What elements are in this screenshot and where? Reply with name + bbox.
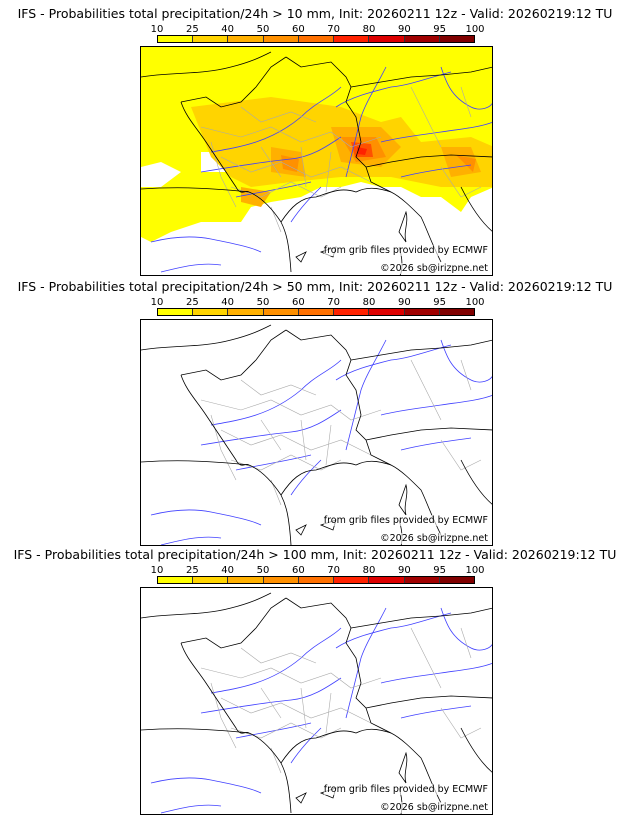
legend-swatch [193,309,229,315]
legend-swatch [404,309,440,315]
legend-swatch [439,309,474,315]
legend-tick-label: 95 [433,297,447,308]
legend-tick-label: 70 [327,297,341,308]
legend-swatch [298,577,335,583]
legend-swatch [263,309,299,315]
legend-swatch [158,309,194,315]
legend-swatch [263,577,299,583]
source-credit: from grib files provided by ECMWF [323,245,488,256]
legend-swatch [298,36,335,42]
legend-swatch [228,309,264,315]
source-credit: from grib files provided by ECMWF [323,784,488,795]
probability-map: from grib files provided by ECMWF ©2026 … [140,587,493,815]
legend-tick-label: 40 [221,297,235,308]
legend-swatch [439,36,474,42]
map-title: IFS - Probabilities total precipitation/… [13,547,617,562]
legend-tick-label: 60 [291,24,305,35]
legend-tick-label: 25 [185,24,199,35]
map-graphic [141,592,492,814]
legend-swatch [263,36,299,42]
legend-swatch [193,577,229,583]
legend-tick-label: 70 [327,565,341,576]
legend-swatch [404,36,440,42]
legend-swatch [334,309,370,315]
legend-swatch [158,36,194,42]
map-panel-50mm: IFS - Probabilities total precipitation/… [0,279,630,547]
legend-swatch [193,36,229,42]
map-graphic [141,324,492,545]
legend-tick-label: 60 [291,565,305,576]
legend-tick-label: 80 [362,297,376,308]
color-legend: 10 25 40 50 60 70 80 90 95 100 [151,565,485,585]
legend-swatch [228,577,264,583]
legend-swatch [369,577,405,583]
copyright-credit: ©2026 sb@irizpne.net [380,263,488,274]
legend-swatch [228,36,264,42]
legend-tick-label: 95 [433,565,447,576]
legend-tick-label: 100 [465,24,485,35]
probability-map: from grib files provided by ECMWF ©2026 … [140,46,493,276]
legend-tick-label: 80 [362,565,376,576]
legend-tick-label: 90 [397,24,411,35]
legend-swatch [334,577,370,583]
legend-color-bar [157,576,475,584]
legend-tick-label: 90 [397,565,411,576]
legend-tick-label: 40 [221,565,235,576]
legend-swatch [298,309,335,315]
legend-tick-label: 100 [465,565,485,576]
copyright-credit: ©2026 sb@irizpne.net [380,802,488,813]
map-graphic [141,47,492,275]
legend-tick-label: 10 [150,297,164,308]
legend-tick-label: 50 [256,297,270,308]
legend-tick-label: 50 [256,24,270,35]
legend-tick-label: 50 [256,565,270,576]
legend-tick-label: 70 [327,24,341,35]
legend-color-bar [157,35,475,43]
legend-tick-label: 25 [185,565,199,576]
legend-swatch [334,36,370,42]
legend-tick-label: 40 [221,24,235,35]
legend-swatch [158,577,194,583]
legend-tick-label: 10 [150,565,164,576]
map-panel-100mm: IFS - Probabilities total precipitation/… [0,547,630,815]
legend-swatch [439,577,474,583]
legend-tick-label: 25 [185,297,199,308]
map-panel-10mm: IFS - Probabilities total precipitation/… [0,6,630,276]
legend-swatch [369,36,405,42]
legend-tick-label: 95 [433,24,447,35]
legend-tick-label: 60 [291,297,305,308]
copyright-credit: ©2026 sb@irizpne.net [380,533,488,544]
legend-tick-label: 80 [362,24,376,35]
legend-tick-label: 90 [397,297,411,308]
map-title: IFS - Probabilities total precipitation/… [17,6,613,21]
source-credit: from grib files provided by ECMWF [323,515,488,526]
legend-color-bar [157,308,475,316]
color-legend: 10 25 40 50 60 70 80 90 95 100 [151,297,485,317]
color-legend: 10 25 40 50 60 70 80 90 95 100 [151,24,485,44]
legend-tick-label: 100 [465,297,485,308]
probability-map: from grib files provided by ECMWF ©2026 … [140,319,493,546]
legend-swatch [404,577,440,583]
legend-swatch [369,309,405,315]
legend-tick-label: 10 [150,24,164,35]
map-title: IFS - Probabilities total precipitation/… [17,279,613,294]
